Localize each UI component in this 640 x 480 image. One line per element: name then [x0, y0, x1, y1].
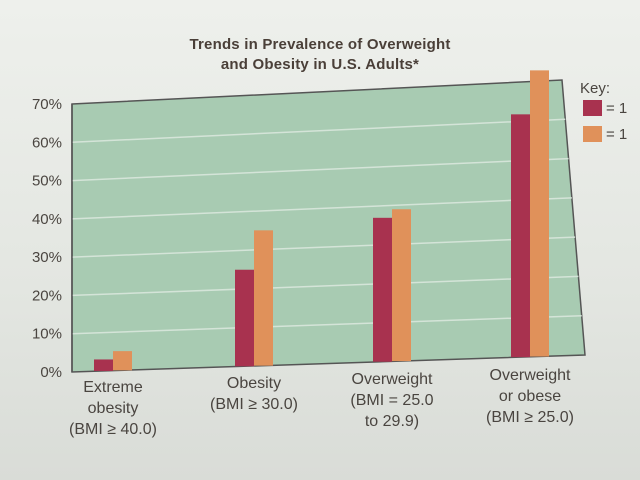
- plot-area: [71, 79, 586, 373]
- chart-title-line-1: Trends in Prevalence of Overweight: [189, 36, 451, 53]
- y-tick-label: 70%: [32, 96, 62, 113]
- category-label: Obesity: [227, 375, 281, 392]
- y-tick-label: 30%: [32, 249, 62, 266]
- y-tick-label: 40%: [32, 211, 62, 228]
- bar: [392, 209, 411, 362]
- bar: [235, 269, 254, 367]
- bar: [511, 114, 530, 358]
- legend-title: Key:: [580, 80, 610, 97]
- category-label: or obese: [499, 388, 561, 405]
- category-label: Overweight: [490, 367, 571, 384]
- category-label: Overweight: [352, 371, 433, 388]
- category-label: (BMI ≥ 30.0): [210, 396, 298, 413]
- bar: [530, 70, 549, 357]
- y-tick-label: 20%: [32, 287, 62, 304]
- y-tick-label: 0%: [40, 364, 62, 381]
- gridline: [71, 314, 582, 335]
- y-tick-label: 50%: [32, 173, 62, 190]
- category-label: (BMI ≥ 25.0): [486, 409, 574, 426]
- category-label: (BMI = 25.0: [350, 392, 433, 409]
- category-label: obesity: [88, 400, 139, 417]
- y-tick-label: 60%: [32, 134, 62, 151]
- legend-swatch: [583, 100, 602, 116]
- category-label: (BMI ≥ 40.0): [69, 421, 157, 438]
- gridline: [71, 157, 569, 182]
- legend-swatch: [583, 126, 602, 142]
- category-label: to 29.9): [365, 413, 419, 430]
- y-tick-label: 10%: [32, 326, 62, 343]
- category-label: Extreme: [83, 379, 143, 396]
- gridline: [71, 236, 576, 258]
- gridline: [71, 118, 566, 144]
- legend-label: = 1: [606, 100, 627, 117]
- legend-label: = 1: [606, 126, 627, 143]
- bar: [373, 217, 392, 362]
- gridline: [71, 275, 579, 297]
- bar: [254, 230, 273, 366]
- bar: [94, 359, 113, 371]
- chart-title-line-2: and Obesity in U.S. Adults*: [220, 56, 420, 73]
- bar: [113, 351, 132, 371]
- gridline: [71, 197, 572, 220]
